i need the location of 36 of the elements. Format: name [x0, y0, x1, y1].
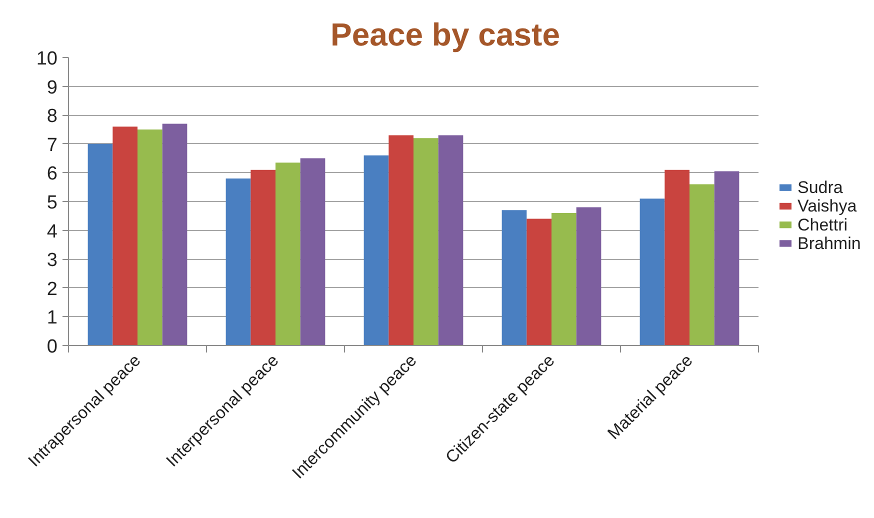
bar: [364, 155, 389, 346]
y-tick-label: 0: [46, 336, 58, 358]
y-tick-label: 2: [46, 278, 58, 300]
bar: [250, 170, 276, 346]
bar: [664, 170, 690, 346]
y-tick-label: 10: [36, 48, 58, 70]
bar: [138, 130, 162, 346]
bar: [226, 178, 251, 346]
bar: [690, 184, 714, 346]
bar: [552, 213, 576, 346]
bar: [112, 126, 138, 346]
bar: [526, 218, 552, 346]
y-tick-label: 5: [46, 192, 58, 214]
bar: [438, 135, 464, 346]
legend-label: Vaishya: [798, 196, 858, 216]
y-tick-label: 4: [46, 221, 58, 242]
chart-title: Peace by caste: [330, 16, 560, 52]
bar: [276, 162, 300, 346]
bar: [88, 144, 113, 346]
y-tick-label: 9: [46, 77, 58, 98]
bar: [502, 210, 527, 346]
y-tick-label: 6: [46, 164, 58, 185]
bar: [414, 138, 438, 346]
y-tick-label: 1: [46, 308, 58, 329]
legend-label: Sudra: [798, 178, 844, 198]
y-tick-label: 8: [46, 106, 58, 128]
bar: [714, 171, 740, 346]
y-tick-label: 7: [46, 134, 58, 156]
legend-label: Brahmin: [798, 234, 861, 253]
legend-label: Chettri: [798, 215, 848, 234]
y-tick-label: 3: [46, 250, 58, 272]
bar: [640, 198, 665, 346]
bar: [162, 124, 188, 346]
bar: [388, 135, 414, 346]
bar: [300, 158, 326, 346]
bar: [576, 207, 602, 346]
